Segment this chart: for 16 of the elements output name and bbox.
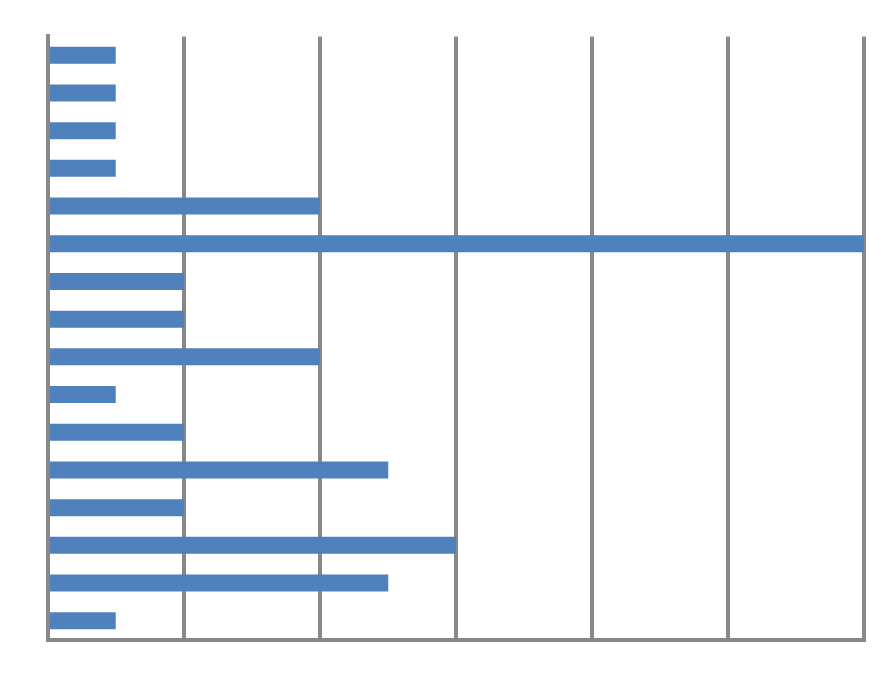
bar [50, 272, 185, 290]
bar [50, 46, 116, 64]
bar [50, 348, 320, 366]
bar [50, 235, 864, 253]
bar [50, 122, 116, 140]
bar [50, 84, 116, 102]
bar [50, 536, 456, 554]
bar [50, 423, 185, 441]
bar [50, 574, 389, 592]
bar [50, 612, 116, 630]
bar [50, 499, 185, 517]
bar [50, 461, 389, 479]
bar [50, 197, 320, 215]
bar [50, 386, 116, 404]
bar [50, 159, 116, 177]
bar [50, 310, 185, 328]
